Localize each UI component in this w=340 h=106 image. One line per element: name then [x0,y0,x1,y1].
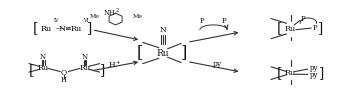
Text: ]: ] [319,66,325,80]
Text: [: [ [32,22,38,36]
Text: NH: NH [104,9,116,17]
Text: [: [ [29,63,34,77]
Text: Ru: Ru [37,64,49,72]
Text: Me: Me [133,14,142,20]
Text: N≡: N≡ [59,25,72,33]
Text: O: O [61,69,67,77]
Text: —: — [55,25,64,33]
Text: Me: Me [89,14,99,20]
Text: [: [ [136,45,142,61]
Text: py: py [309,64,318,72]
Text: P: P [222,17,227,25]
Text: py: py [309,71,318,79]
Text: N: N [160,26,167,34]
Text: VI: VI [83,18,89,23]
Text: Ru: Ru [285,69,296,77]
Text: Ru: Ru [71,25,82,33]
Text: [: [ [277,22,283,36]
Text: Ru: Ru [157,49,170,57]
Text: P: P [200,17,205,25]
Text: [: [ [277,66,283,80]
Text: P: P [300,15,305,23]
Text: ]: ] [181,45,187,61]
Text: H$^+$: H$^+$ [108,58,121,70]
Text: Ru: Ru [285,25,296,33]
Text: 2: 2 [116,8,119,13]
Text: Ru: Ru [79,64,91,72]
Text: ]: ] [318,22,323,36]
Text: ]: ] [87,22,93,36]
Text: N: N [40,53,46,61]
Text: P: P [312,24,317,32]
Text: N: N [82,53,88,61]
Text: Ru: Ru [41,25,52,33]
Text: ]: ] [100,63,106,77]
Text: py: py [213,60,222,68]
Text: IV: IV [53,18,59,23]
Text: H: H [61,76,67,84]
